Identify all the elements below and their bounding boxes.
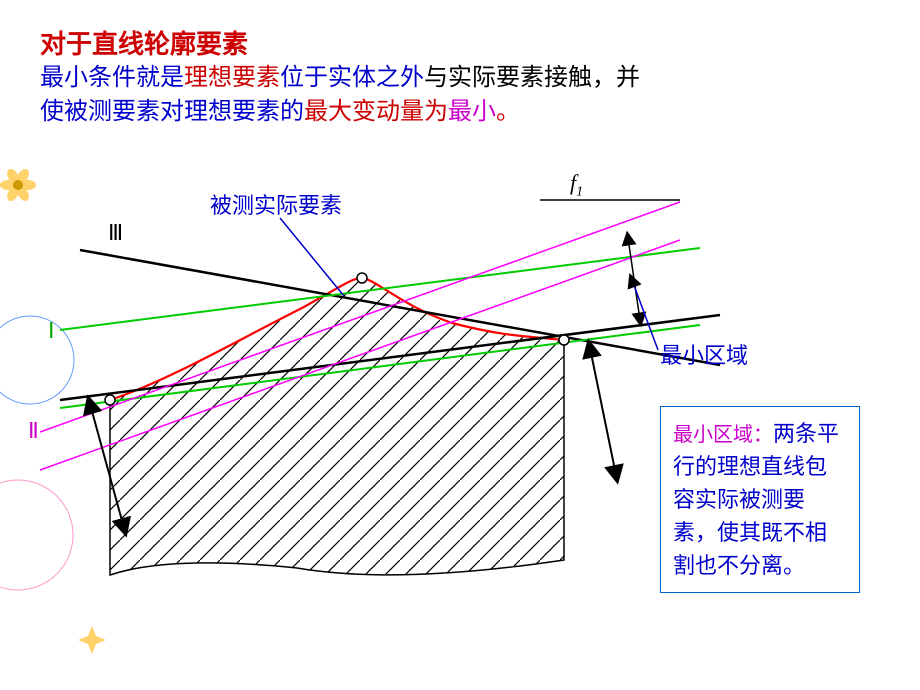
contact-point-b <box>559 335 569 345</box>
minzone-leader <box>632 280 658 350</box>
info-box: 最小区域：两条平行的理想直线包容实际被测要素，使其既不相割也不分离。 <box>660 406 860 593</box>
contact-point-a <box>105 395 115 405</box>
subtitle: 最小条件就是理想要素位于实体之外与实际要素接触，并使被测要素对理想要素的最大变动… <box>40 62 640 129</box>
label-measured: 被测实际要素 <box>210 188 342 220</box>
info-box-lead: 最小区域： <box>673 424 773 446</box>
label-roman-iii: Ⅲ <box>108 220 123 246</box>
dimension-arrow-right <box>590 348 616 475</box>
contact-point-peak <box>357 273 367 283</box>
page-title: 对于直线轮廓要素 <box>40 24 248 61</box>
label-roman-ii: Ⅱ <box>28 418 39 444</box>
label-roman-i: Ⅰ <box>48 318 55 344</box>
f1-dimension <box>628 238 640 320</box>
label-minzone: 最小区域 <box>660 338 748 370</box>
label-f1: f1 <box>570 170 583 200</box>
measured-leader <box>280 218 344 296</box>
solid-body <box>110 278 564 575</box>
